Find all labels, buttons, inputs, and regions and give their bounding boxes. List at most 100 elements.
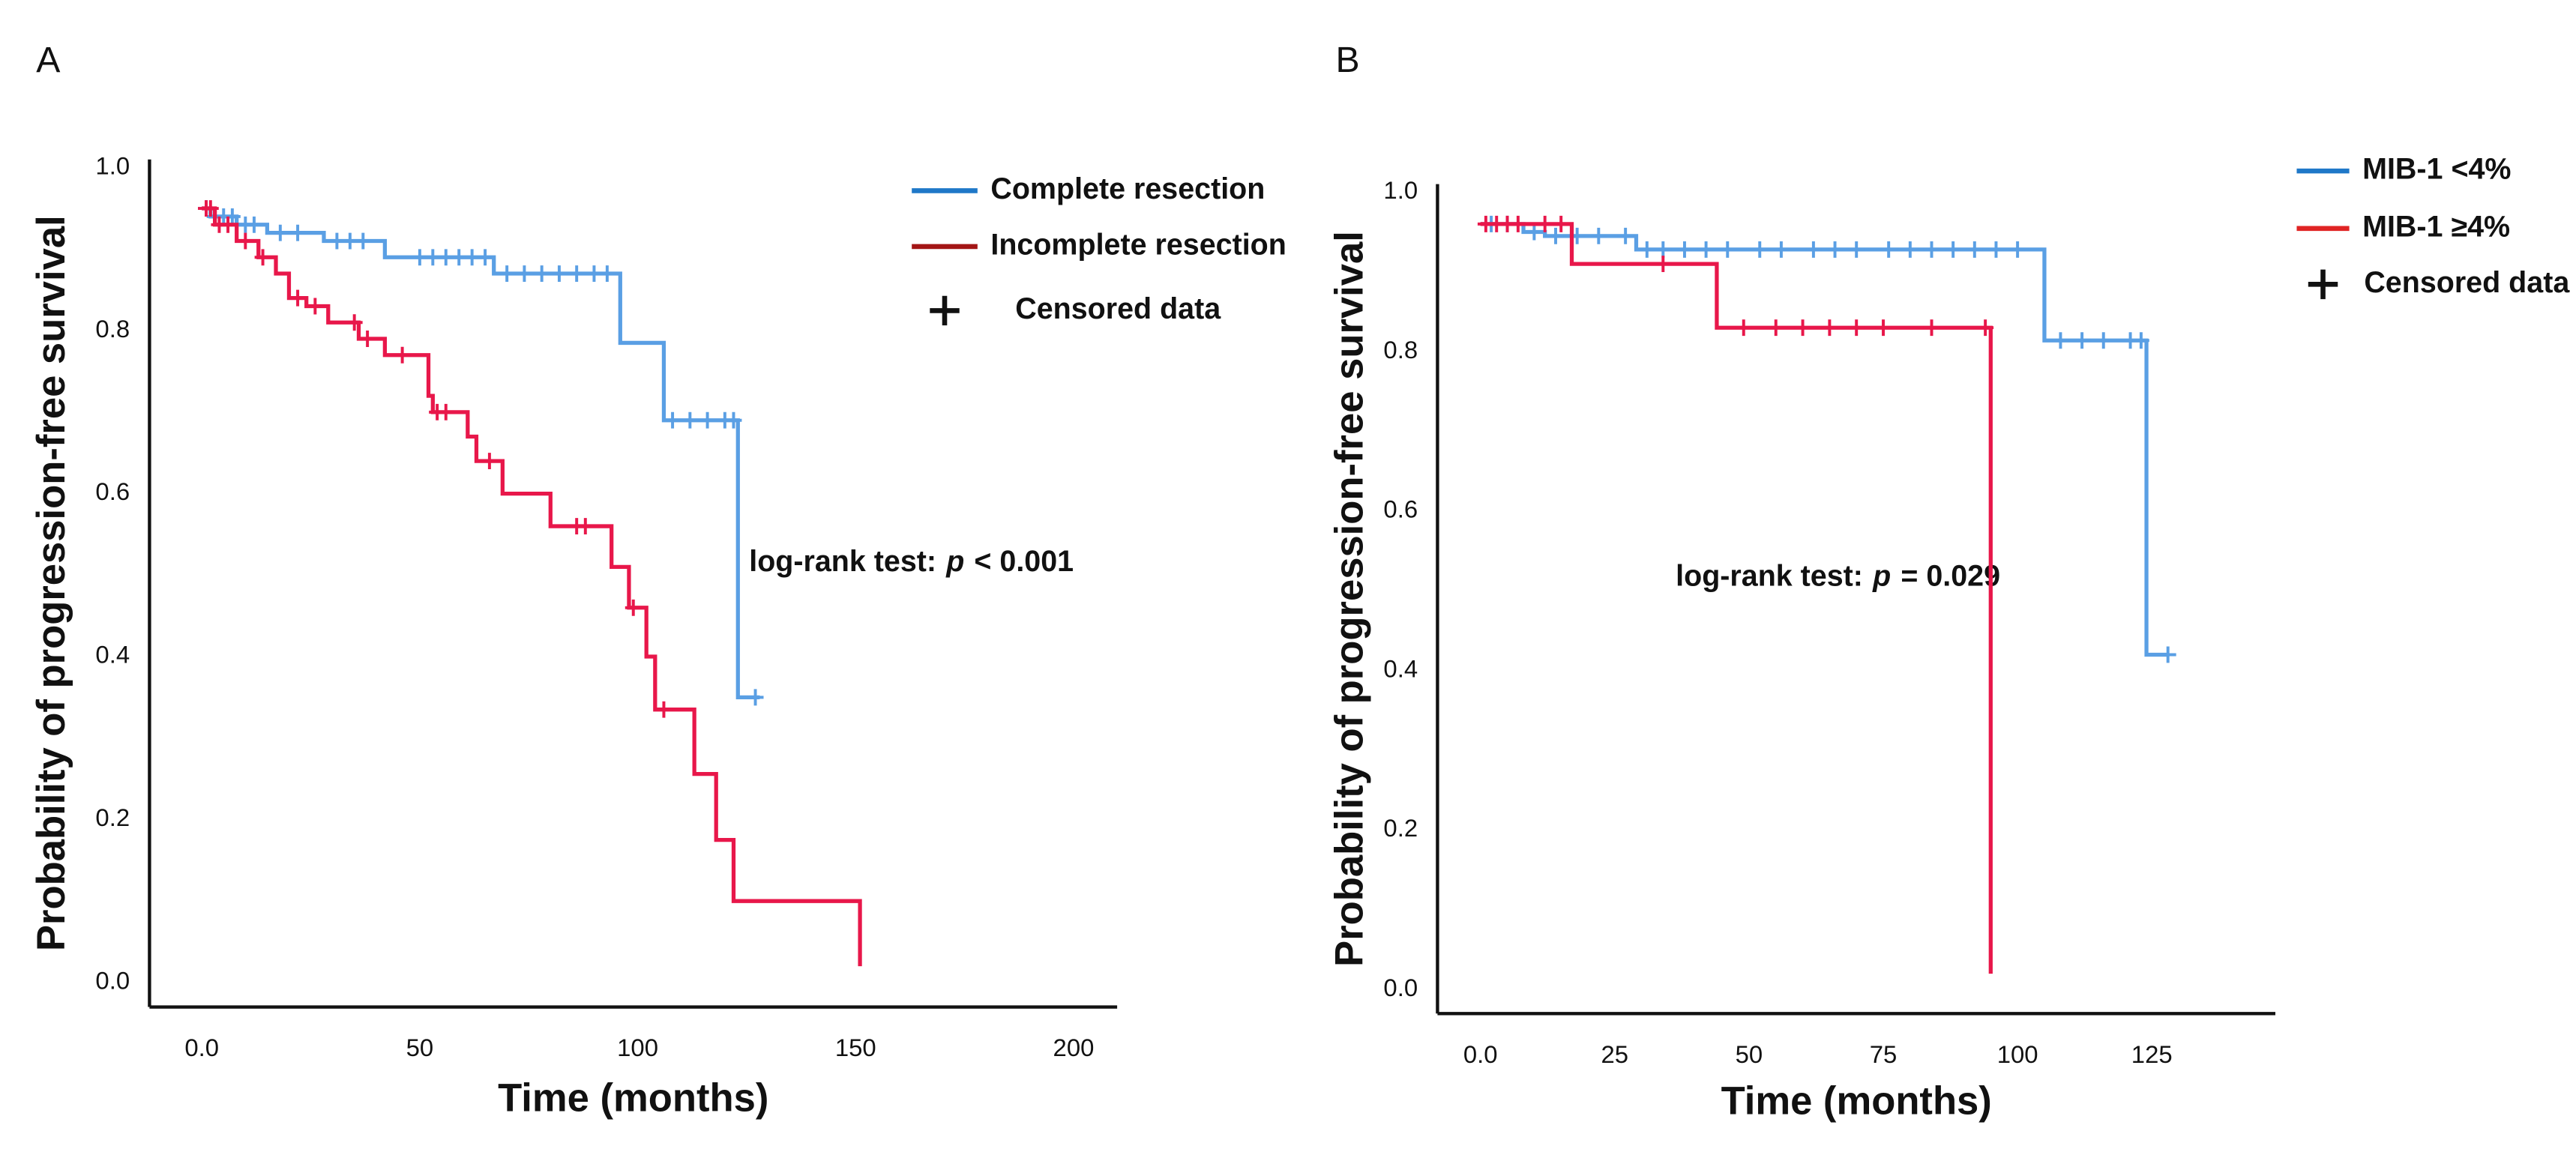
censor-mark xyxy=(254,249,271,266)
y-tick-label: 1.0 xyxy=(1383,176,1418,204)
y-tick-label: 0.4 xyxy=(95,641,130,669)
censor-mark xyxy=(1826,241,1844,258)
censor-mark xyxy=(481,453,498,470)
censor-mark xyxy=(1547,227,1564,244)
censor-mark xyxy=(1697,241,1715,258)
x-tick-label: 125 xyxy=(2131,1040,2173,1068)
censor-mark xyxy=(394,346,411,364)
annotation: log-rank test: p = 0.029 xyxy=(1676,560,2000,593)
censor-mark xyxy=(289,224,307,241)
censor-mark xyxy=(725,411,742,429)
censor-mark xyxy=(664,411,681,429)
censor-mark xyxy=(1526,223,1543,241)
x-tick-label: 50 xyxy=(406,1034,434,1061)
censor-mark xyxy=(1923,241,1940,258)
annotation-prefix: log-rank test: xyxy=(749,545,936,578)
censor-mark xyxy=(1772,241,1790,258)
censor-mark xyxy=(355,232,372,250)
censor-mark xyxy=(2074,332,2091,349)
censor-mark xyxy=(1848,241,1865,258)
x-tick-label: 75 xyxy=(1870,1040,1898,1068)
censor-mark xyxy=(747,689,764,706)
x-tick-label: 0.0 xyxy=(184,1034,219,1061)
censor-mark xyxy=(245,216,262,233)
censor-mark xyxy=(477,249,494,266)
censor-mark xyxy=(568,265,586,282)
survival-curve xyxy=(1480,222,1993,974)
x-tick-label: 50 xyxy=(1736,1040,1763,1068)
censor-mark xyxy=(437,403,454,420)
censor-mark xyxy=(1848,319,1865,337)
censor-mark xyxy=(1901,241,1919,258)
y-axis-label: Probability of progression-free survival xyxy=(1327,231,1371,967)
censor-mark xyxy=(550,265,568,282)
censor-mark xyxy=(271,224,289,241)
censor-mark xyxy=(699,411,716,429)
censor-mark xyxy=(289,289,307,307)
x-tick-label: 200 xyxy=(1053,1034,1095,1061)
legend-label: MIB-1 <4% xyxy=(2362,153,2511,186)
censor-mark xyxy=(2009,241,2026,258)
censor-mark xyxy=(2095,332,2112,349)
x-tick-label: 150 xyxy=(835,1034,876,1061)
y-tick-label: 0.6 xyxy=(95,477,130,505)
y-tick-label: 1.0 xyxy=(95,151,130,179)
y-tick-label: 0.2 xyxy=(95,803,130,831)
x-axis-label: Time (months) xyxy=(498,1076,768,1120)
legend-label: Censored data xyxy=(1015,292,1221,325)
legend-label: MIB-1 ≥4% xyxy=(2362,210,2510,243)
censor-mark xyxy=(625,599,642,616)
censor-mark xyxy=(202,200,219,217)
legend-label: Complete resection xyxy=(990,172,1265,205)
censor-mark xyxy=(1655,256,1672,273)
annotation-prefix: log-rank test: xyxy=(1676,560,1863,593)
censor-mark xyxy=(516,265,533,282)
annotation-italic: p xyxy=(1872,560,1891,593)
legend-label: Incomplete resection xyxy=(990,228,1287,261)
censor-mark xyxy=(1966,241,1983,258)
x-tick-label: 0.0 xyxy=(1463,1040,1498,1068)
censor-mark xyxy=(598,265,616,282)
annotation-italic: p xyxy=(945,545,964,578)
censor-mark xyxy=(1509,215,1526,232)
censor-mark xyxy=(1536,215,1553,232)
censor-mark xyxy=(533,265,550,282)
y-tick-label: 0.0 xyxy=(1383,974,1418,1001)
censor-mark xyxy=(1638,241,1655,258)
censor-mark xyxy=(1945,241,1962,258)
censor-mark xyxy=(1676,241,1693,258)
y-tick-label: 0.2 xyxy=(1383,814,1418,842)
x-tick-label: 100 xyxy=(1997,1040,2038,1068)
censor-mark xyxy=(1767,319,1784,337)
legend-censor-symbol xyxy=(930,295,960,326)
censor-mark xyxy=(237,232,254,250)
censor-mark xyxy=(1875,319,1892,337)
censor-mark xyxy=(1553,215,1570,232)
censor-mark xyxy=(1751,241,1769,258)
censor-mark xyxy=(1794,319,1811,337)
censor-mark xyxy=(499,265,516,282)
censor-mark xyxy=(1590,227,1607,244)
censor-mark xyxy=(1821,319,1838,337)
annotation: log-rank test: p < 0.001 xyxy=(749,545,1074,578)
censor-mark xyxy=(2132,332,2149,349)
x-axis-label: Time (months) xyxy=(1721,1079,1992,1124)
panel-label: A xyxy=(36,40,61,80)
y-tick-label: 0.4 xyxy=(1383,654,1418,682)
censor-mark xyxy=(220,216,237,233)
censor-mark xyxy=(577,518,594,535)
censor-mark xyxy=(1923,319,1940,337)
y-axis-label: Probability of progression-free survival xyxy=(29,215,73,951)
censor-mark xyxy=(655,701,672,718)
panel-label: B xyxy=(1336,40,1360,80)
x-tick-label: 25 xyxy=(1601,1040,1629,1068)
censor-mark xyxy=(1977,319,1994,337)
survival-curve xyxy=(202,206,862,967)
survival-curve xyxy=(202,206,760,700)
censor-mark xyxy=(307,298,324,315)
censor-mark xyxy=(2159,646,2176,663)
censor-mark xyxy=(1805,241,1822,258)
censor-mark xyxy=(1617,227,1634,244)
